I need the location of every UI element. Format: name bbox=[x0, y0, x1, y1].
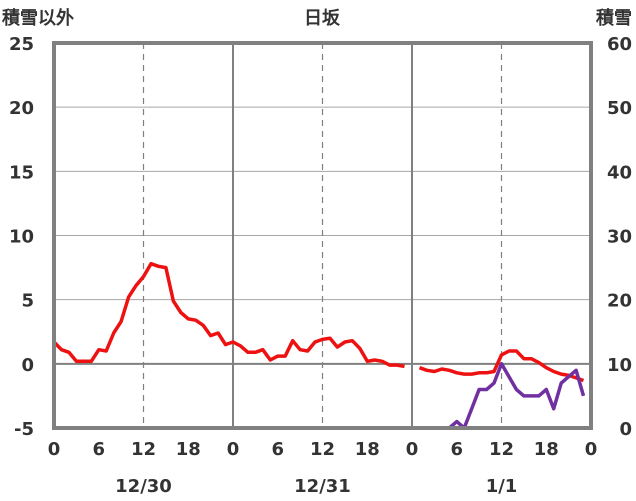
x-tick-label: 18 bbox=[534, 439, 559, 460]
x-tick-label: 6 bbox=[92, 439, 105, 460]
right-tick-label: 60 bbox=[607, 34, 632, 55]
x-tick-labels: 0 6 12 18 0 6 12 18 0 6 12 18 0 bbox=[48, 439, 598, 460]
date-labels: 12/30 12/31 1/1 bbox=[115, 476, 517, 497]
series-layer bbox=[52, 261, 586, 430]
x-tick-label: 12 bbox=[489, 439, 514, 460]
grid-lines bbox=[54, 43, 591, 428]
right-tick-label: 20 bbox=[607, 291, 632, 312]
x-tick-label: 0 bbox=[406, 439, 419, 460]
x-tick-label: 12 bbox=[131, 439, 156, 460]
series-1-line bbox=[52, 261, 405, 369]
x-tick-label: 0 bbox=[48, 439, 61, 460]
left-tick-label: 0 bbox=[21, 355, 34, 376]
left-tick-labels: 25 20 15 10 5 0 -5 bbox=[9, 34, 34, 440]
left-tick-label: 20 bbox=[9, 98, 34, 119]
left-tick-label: 10 bbox=[9, 227, 34, 248]
left-tick-label: 5 bbox=[21, 291, 34, 312]
right-tick-label: 50 bbox=[607, 98, 632, 119]
x-tick-label: 12 bbox=[310, 439, 335, 460]
x-tick-label: 6 bbox=[450, 439, 463, 460]
right-tick-label: 10 bbox=[607, 355, 632, 376]
x-tick-label: 0 bbox=[585, 439, 598, 460]
right-axis-label: 積雪 bbox=[595, 7, 632, 29]
x-tick-label: 0 bbox=[227, 439, 240, 460]
right-tick-labels: 60 50 40 30 20 10 0 bbox=[607, 34, 632, 440]
series-1-line bbox=[418, 349, 585, 383]
date-label: 12/30 bbox=[115, 476, 172, 497]
left-tick-label: 15 bbox=[9, 162, 34, 183]
right-tick-label: 40 bbox=[607, 162, 632, 183]
x-tick-label: 18 bbox=[355, 439, 380, 460]
chart-title: 日坂 bbox=[304, 8, 341, 29]
date-label: 12/31 bbox=[294, 476, 351, 497]
series-2-line bbox=[54, 362, 586, 430]
x-tick-label: 18 bbox=[176, 439, 201, 460]
right-tick-label: 0 bbox=[619, 419, 632, 440]
date-label: 1/1 bbox=[486, 476, 518, 497]
left-axis-label: 積雪以外 bbox=[1, 7, 74, 29]
right-tick-label: 30 bbox=[607, 227, 632, 248]
left-tick-label: -5 bbox=[14, 419, 34, 440]
x-tick-label: 6 bbox=[271, 439, 284, 460]
plot-frame bbox=[52, 41, 593, 430]
left-tick-label: 25 bbox=[9, 34, 34, 55]
